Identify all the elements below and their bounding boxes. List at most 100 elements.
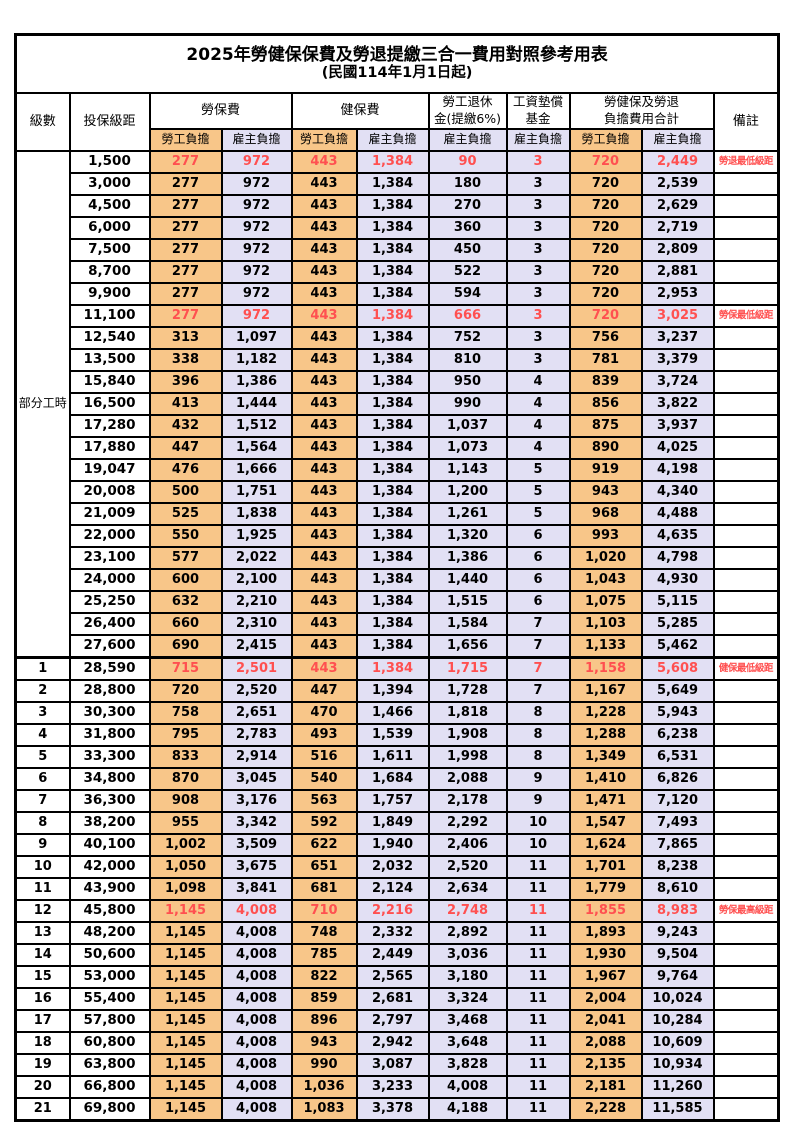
cell-level: 3	[14, 701, 71, 725]
cell-total-employee: 839	[568, 370, 643, 394]
cell-pension: 1,440	[427, 568, 508, 592]
cell-level: 11	[14, 877, 71, 901]
cell-remark	[712, 943, 780, 967]
cell-pension: 950	[427, 370, 508, 394]
cell-bracket: 55,400	[68, 987, 151, 1011]
cell-health-employee: 443	[290, 194, 358, 218]
cell-pension: 3,180	[427, 965, 508, 989]
cell-labor-employer: 3,342	[220, 811, 293, 835]
cell-labor-employer: 3,675	[220, 855, 293, 879]
cell-health-employer: 1,684	[355, 767, 430, 791]
cell-health-employer: 2,565	[355, 965, 430, 989]
cell-total-employer: 10,609	[640, 1031, 715, 1055]
cell-health-employee: 443	[290, 282, 358, 306]
table-row: 25,250 632 2,210 443 1,384 1,515 6 1,075 5,115	[16, 590, 780, 614]
cell-total-employer: 11,585	[640, 1097, 715, 1122]
cell-bracket: 30,300	[68, 701, 151, 725]
cell-remark	[712, 723, 780, 747]
cell-wage-fund: 11	[505, 921, 571, 945]
table-row: 15,840 396 1,386 443 1,384 950 4 839 3,724	[16, 370, 780, 394]
cell-bracket: 43,900	[68, 877, 151, 901]
cell-bracket: 50,600	[68, 943, 151, 967]
table-header: 2025年勞健保保費及勞退提繳三合一費用對照參考用表 (民國114年1月1日起)…	[14, 33, 780, 152]
cell-health-employer: 1,384	[355, 458, 430, 482]
table-row: 22,000 550 1,925 443 1,384 1,320 6 993 4,635	[16, 524, 780, 548]
cell-labor-employee: 277	[148, 304, 223, 328]
cell-total-employer: 3,724	[640, 370, 715, 394]
cell-labor-employee: 955	[148, 811, 223, 835]
subheader-total-employee-share: 勞工負擔	[568, 128, 643, 152]
cell-health-employer: 1,384	[355, 370, 430, 394]
cell-bracket: 6,000	[68, 216, 151, 240]
cell-health-employee: 447	[290, 679, 358, 703]
cell-pension: 3,468	[427, 1009, 508, 1033]
table-row: 20 66,800 1,145 4,008 1,036 3,233 4,008 11 2,181…	[14, 1075, 780, 1099]
title-row: 2025年勞健保保費及勞退提繳三合一費用對照參考用表 (民國114年1月1日起)	[14, 33, 780, 94]
cell-pension: 3,828	[427, 1053, 508, 1077]
cell-bracket: 40,100	[68, 833, 151, 857]
cell-labor-employee: 720	[148, 679, 223, 703]
cell-total-employee: 856	[568, 392, 643, 416]
cell-remark	[712, 326, 780, 350]
cell-pension: 3,324	[427, 987, 508, 1011]
col-header-bracket: 投保級距	[68, 92, 151, 152]
table-row: 21 69,800 1,145 4,008 1,083 3,378 4,188 11 2,228…	[14, 1097, 780, 1122]
cell-wage-fund: 7	[505, 656, 571, 681]
cell-health-employer: 2,449	[355, 943, 430, 967]
subheader-pension-employer-share: 雇主負擔	[427, 128, 508, 152]
cell-wage-fund: 6	[505, 568, 571, 592]
cell-labor-employer: 3,841	[220, 877, 293, 901]
cell-labor-employer: 1,444	[220, 392, 293, 416]
cell-bracket: 28,800	[68, 679, 151, 703]
cell-level: 19	[14, 1053, 71, 1077]
cell-remark	[712, 1097, 780, 1122]
cell-pension: 450	[427, 238, 508, 262]
cell-remark: 健保最低級距	[712, 656, 780, 681]
cell-health-employer: 1,384	[355, 414, 430, 438]
cell-labor-employee: 1,145	[148, 1097, 223, 1122]
cell-health-employee: 443	[290, 590, 358, 614]
cell-health-employer: 1,849	[355, 811, 430, 835]
cell-wage-fund: 3	[505, 348, 571, 372]
cell-labor-employee: 277	[148, 216, 223, 240]
cell-bracket: 25,250	[68, 590, 151, 614]
cell-health-employee: 443	[290, 348, 358, 372]
cell-bracket: 33,300	[68, 745, 151, 769]
cell-bracket: 11,100	[68, 304, 151, 328]
table-row: 12 45,800 1,145 4,008 710 2,216 2,748 11 1,855 8,…	[14, 899, 780, 923]
cell-remark	[712, 502, 780, 526]
table-row: 12,540 313 1,097 443 1,384 752 3 756 3,237	[16, 326, 780, 350]
cell-total-employer: 8,983	[640, 899, 715, 923]
cell-wage-fund: 3	[505, 282, 571, 306]
cell-pension: 1,037	[427, 414, 508, 438]
cell-labor-employer: 2,783	[220, 723, 293, 747]
cell-wage-fund: 11	[505, 1053, 571, 1077]
table-row: 3 30,300 758 2,651 470 1,466 1,818 8 1,228 5,943	[14, 701, 780, 725]
cell-health-employer: 1,384	[355, 282, 430, 306]
cell-labor-employer: 1,925	[220, 524, 293, 548]
cell-pension: 2,088	[427, 767, 508, 791]
cell-total-employer: 2,449	[640, 150, 715, 174]
cell-health-employer: 1,384	[355, 260, 430, 284]
cell-pension: 752	[427, 326, 508, 350]
cell-level: 2	[14, 679, 71, 703]
cell-health-employee: 443	[290, 414, 358, 438]
cell-level: 15	[14, 965, 71, 989]
cell-labor-employer: 4,008	[220, 1031, 293, 1055]
table-row: 13,500 338 1,182 443 1,384 810 3 781 3,379	[16, 348, 780, 372]
cell-wage-fund: 6	[505, 590, 571, 614]
col-header-level: 級數	[14, 92, 71, 152]
cell-wage-fund: 3	[505, 216, 571, 240]
table-row: 10 42,000 1,050 3,675 651 2,032 2,520 11 1,701 8,…	[14, 855, 780, 879]
cell-health-employee: 443	[290, 238, 358, 262]
cell-health-employer: 1,384	[355, 150, 430, 174]
cell-wage-fund: 3	[505, 150, 571, 174]
cell-bracket: 8,700	[68, 260, 151, 284]
cell-labor-employer: 972	[220, 282, 293, 306]
cell-labor-employer: 2,501	[220, 656, 293, 681]
subheader-labor-employee-share: 勞工負擔	[148, 128, 223, 152]
cell-wage-fund: 11	[505, 855, 571, 879]
cell-labor-employee: 277	[148, 194, 223, 218]
cell-bracket: 15,840	[68, 370, 151, 394]
cell-total-employer: 2,953	[640, 282, 715, 306]
